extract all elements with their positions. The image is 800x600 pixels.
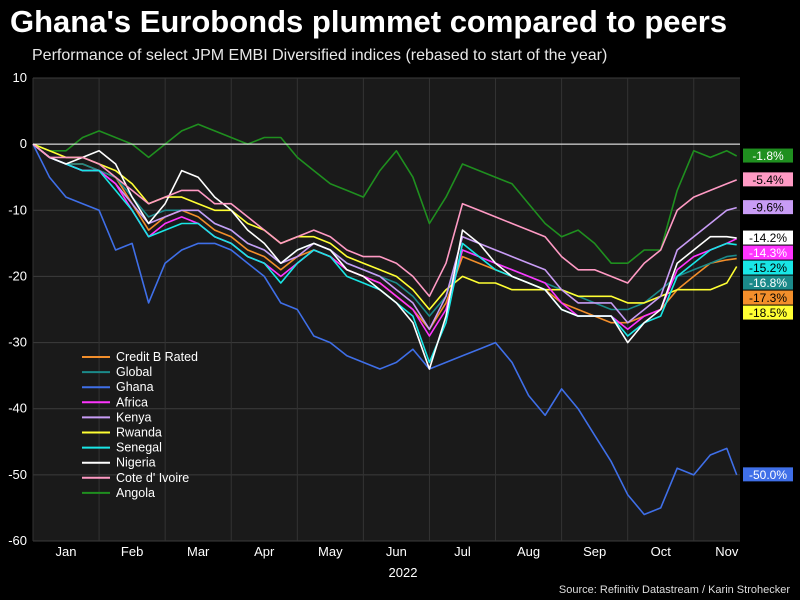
end-label-box (743, 467, 793, 482)
series-line-ghana (32, 143, 738, 516)
legend-entry: Cote d' Ivoire (116, 471, 189, 485)
end-label: -14.3% (749, 246, 787, 260)
end-label-box (743, 305, 793, 320)
y-axis: 10 0 -10 -20 -30 -40 -50 -60 (8, 70, 27, 548)
legend-entry: Global (116, 365, 152, 379)
legend-entry: Kenya (116, 410, 151, 424)
chart-title: Ghana's Eurobonds plummet compared to pe… (10, 4, 728, 39)
x-tick-label: Feb (121, 544, 143, 559)
x-tick-label: Jun (386, 544, 407, 559)
legend-entry: Angola (116, 486, 155, 500)
x-tick-label: Mar (187, 544, 210, 559)
x-tick-label: Apr (254, 544, 275, 559)
grid-lines (32, 77, 740, 542)
x-tick-label: Jul (454, 544, 471, 559)
end-label-box (743, 200, 793, 215)
series-line-angola (32, 123, 738, 264)
x-axis: Jan Feb Mar Apr May Jun Jul Aug Sep Oct Nov (56, 544, 739, 559)
series-line-nigeria (32, 143, 737, 370)
x-tick-label: May (318, 544, 343, 559)
end-labels: -1.8%-5.4%-9.6%-14.2%-14.3%-15.2%-16.8%-… (743, 148, 793, 482)
y-tick-label: -60 (8, 533, 27, 548)
end-label-box (743, 260, 793, 275)
y-tick-label: -20 (8, 268, 27, 283)
end-label: -16.8% (749, 276, 787, 290)
series-line-kenya (32, 143, 737, 331)
end-label: -14.2% (749, 231, 787, 245)
legend-entry: Nigeria (116, 456, 156, 470)
legend-entry: Ghana (116, 380, 154, 394)
end-label: -18.5% (749, 306, 787, 320)
x-tick-label: Oct (651, 544, 672, 559)
y-tick-label: -40 (8, 401, 27, 416)
end-label-box (743, 230, 793, 245)
series-line-africa (32, 143, 738, 337)
series-line-cote-d-ivoire (32, 143, 737, 298)
end-label-box (743, 172, 793, 187)
y-tick-label: -30 (8, 335, 27, 350)
legend-entry: Rwanda (116, 426, 162, 440)
x-tick-label: Nov (715, 544, 739, 559)
chart-subtitle: Performance of select JPM EMBI Diversifi… (32, 47, 608, 64)
x-axis-label: 2022 (389, 565, 418, 580)
source-note: Source: Refinitiv Datastream / Karin Str… (558, 584, 790, 596)
legend-entry: Senegal (116, 441, 162, 455)
end-label: -5.4% (752, 173, 784, 187)
legend-entry: Credit B Rated (116, 350, 198, 364)
end-label-box (743, 245, 793, 260)
end-label-box (743, 290, 793, 305)
x-tick-label: Sep (583, 544, 606, 559)
series-line-global (32, 143, 737, 317)
x-tick-label: Jan (56, 544, 77, 559)
end-label-box (743, 148, 793, 163)
end-label: -9.6% (752, 201, 784, 215)
end-label: -15.2% (749, 261, 787, 275)
legend-entry: Africa (116, 395, 148, 409)
end-label-box (743, 275, 793, 290)
series-lines (32, 123, 738, 516)
end-label: -50.0% (749, 468, 787, 482)
y-tick-label: 10 (13, 70, 27, 85)
end-label: -17.3% (749, 291, 787, 305)
y-tick-label: 0 (20, 136, 27, 151)
y-tick-label: -50 (8, 467, 27, 482)
x-tick-label: Aug (517, 544, 540, 559)
y-tick-label: -10 (8, 202, 27, 217)
end-label: -1.8% (752, 149, 784, 163)
